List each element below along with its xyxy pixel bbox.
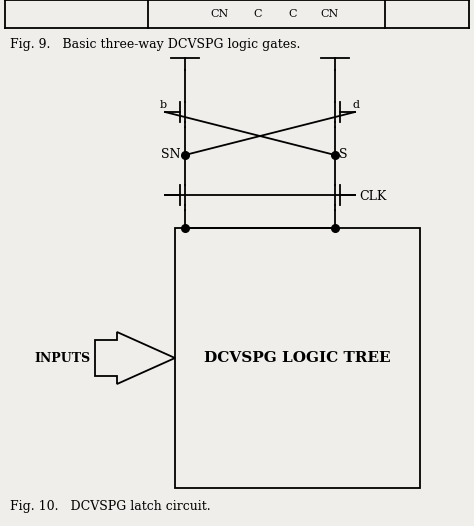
Text: C: C [254,9,262,19]
Text: b: b [160,100,167,110]
Text: DCVSPG LOGIC TREE: DCVSPG LOGIC TREE [204,351,391,365]
Text: d: d [353,100,360,110]
Text: C: C [289,9,297,19]
Text: S: S [339,148,347,161]
Text: CN: CN [321,9,339,19]
Text: CLK: CLK [359,189,386,203]
Text: INPUTS: INPUTS [35,351,91,365]
Text: Fig. 10.   DCVSPG latch circuit.: Fig. 10. DCVSPG latch circuit. [10,500,210,513]
Text: SN: SN [162,148,181,161]
Text: Fig. 9.   Basic three-way DCVSPG logic gates.: Fig. 9. Basic three-way DCVSPG logic gat… [10,38,301,51]
Text: CN: CN [211,9,229,19]
Bar [175,228,420,488]
